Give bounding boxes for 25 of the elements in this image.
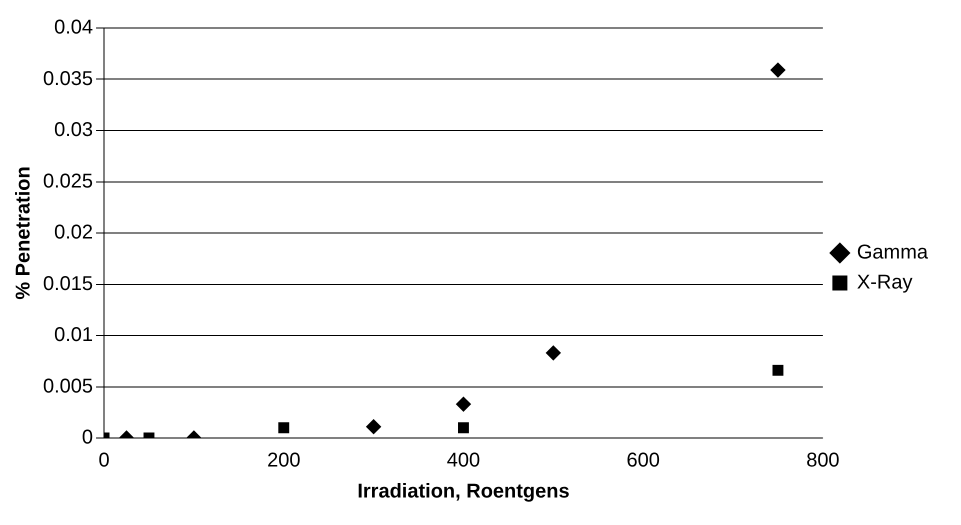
point: [458, 422, 469, 434]
y-axis-title: % Penetration: [12, 166, 35, 300]
x-axis-title: Irradiation, Roentgens: [357, 480, 570, 503]
y-tick-label: 0: [82, 426, 94, 449]
point: [456, 396, 471, 412]
y-tick-label: 0.04: [54, 16, 94, 39]
point: [770, 62, 786, 78]
legend-label: Gamma: [856, 242, 929, 264]
y-tick-label: 0.035: [42, 68, 94, 90]
x-tick-label: 200: [267, 450, 300, 472]
y-tick-label: 0.01: [54, 324, 94, 346]
y-tick-label: 0.02: [54, 222, 94, 244]
x-tick-label: 0: [98, 450, 110, 472]
x-tick-label: 600: [626, 450, 660, 472]
point: [772, 364, 784, 376]
point: [546, 345, 561, 360]
legend-label: X-Ray: [856, 272, 912, 294]
point: [366, 419, 382, 434]
y-tick-label: 0.03: [54, 119, 94, 142]
point: [278, 422, 290, 434]
y-tick-label: 0.015: [42, 272, 94, 295]
y-tick-label: 0.005: [42, 375, 94, 398]
x-tick-label: 400: [446, 450, 480, 472]
y-tick-label: 0.025: [42, 170, 94, 192]
x-tick-label: 800: [806, 450, 840, 472]
